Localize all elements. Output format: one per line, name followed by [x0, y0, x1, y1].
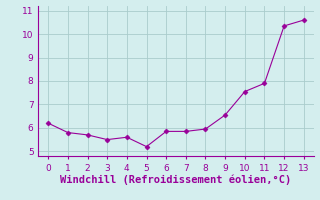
- X-axis label: Windchill (Refroidissement éolien,°C): Windchill (Refroidissement éolien,°C): [60, 174, 292, 185]
